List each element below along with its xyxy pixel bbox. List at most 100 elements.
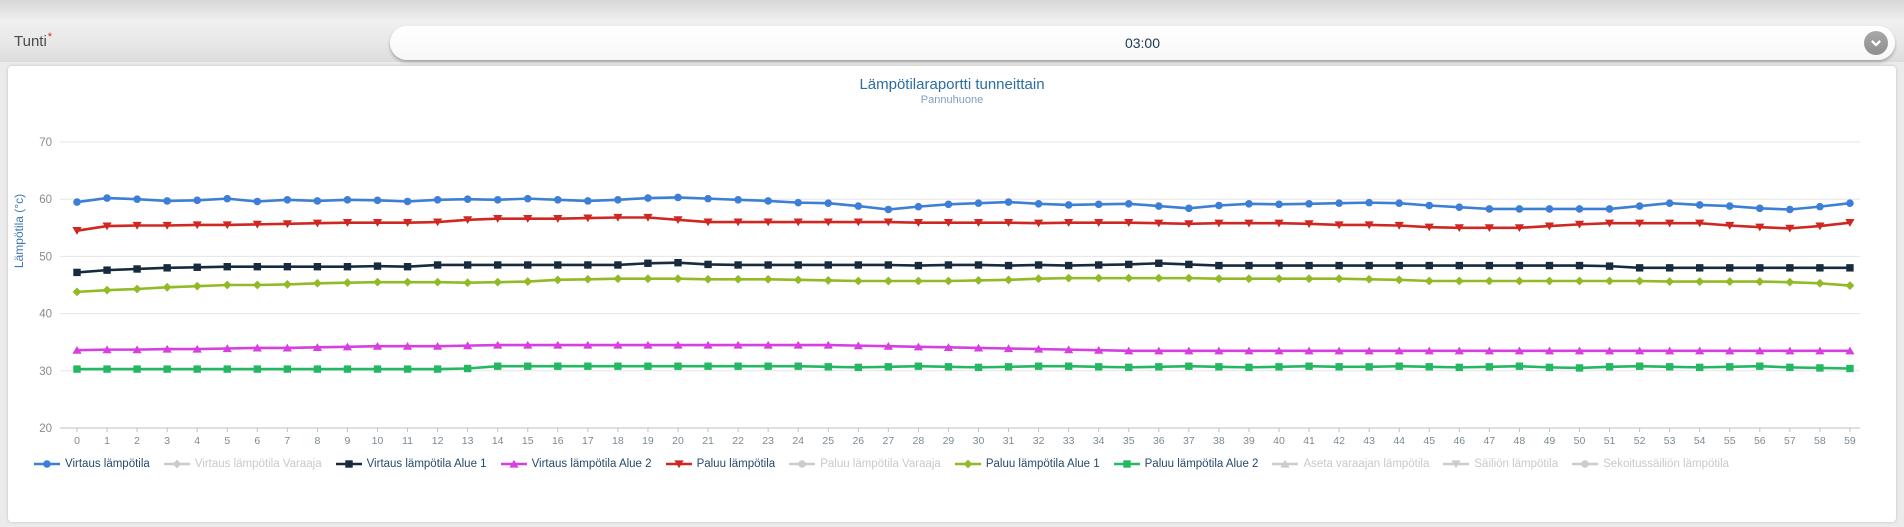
x-tick-label: 12 bbox=[432, 435, 444, 447]
x-tick-label: 20 bbox=[672, 435, 684, 447]
series-paluu-l-mp-tila bbox=[72, 213, 1855, 235]
x-tick-label: 18 bbox=[612, 435, 624, 447]
legend-item-virtaus-l-mp-tila-alue-2[interactable]: Virtaus lämpötila Alue 2 bbox=[500, 458, 652, 470]
square-marker-icon bbox=[1113, 460, 1140, 468]
x-tick-label: 42 bbox=[1333, 435, 1345, 447]
x-tick-label: 11 bbox=[402, 435, 413, 447]
hour-dropdown-value[interactable]: 03:00 bbox=[1124, 35, 1161, 51]
x-tick-label: 30 bbox=[973, 435, 985, 447]
x-tick-label: 55 bbox=[1724, 435, 1736, 447]
x-tick-label: 0 bbox=[74, 435, 80, 447]
chart-subtitle: Pannuhuone bbox=[920, 94, 984, 106]
x-tick-label: 34 bbox=[1093, 435, 1105, 447]
legend-item-virtaus-l-mp-tila-alue-1[interactable]: Virtaus lämpötila Alue 1 bbox=[335, 458, 487, 470]
x-tick-label: 9 bbox=[345, 435, 351, 447]
chart-panel: Lämpötilaraportti tunneittain Pannuhuone… bbox=[8, 66, 1896, 522]
circle-marker-icon bbox=[789, 460, 816, 468]
x-tick-label: 15 bbox=[522, 435, 534, 447]
x-tick-label: 29 bbox=[943, 435, 955, 447]
x-tick-label: 13 bbox=[462, 435, 474, 447]
y-tick-label: 60 bbox=[39, 194, 52, 206]
x-tick-label: 36 bbox=[1153, 435, 1165, 447]
legend-label: Paluu lämpötila Alue 1 bbox=[985, 458, 1100, 470]
x-tick-label: 19 bbox=[642, 435, 654, 447]
x-tick-label: 32 bbox=[1033, 435, 1045, 447]
series-paluu-l-mp-tila-alue-1 bbox=[72, 273, 1855, 297]
legend-label: Paluu lämpötila Alue 2 bbox=[1144, 458, 1259, 470]
legend-item-virtaus-l-mp-tila-varaaja[interactable]: Virtaus lämpötila Varaaja bbox=[163, 458, 322, 470]
x-tick-label: 50 bbox=[1574, 435, 1586, 447]
x-tick-label: 24 bbox=[792, 435, 804, 447]
x-tick-label: 7 bbox=[284, 435, 290, 447]
x-tick-label: 14 bbox=[492, 435, 504, 447]
legend-item-paluu-l-mp-tila-alue-1[interactable]: Paluu lämpötila Alue 1 bbox=[954, 458, 1100, 470]
chart-legend: Virtaus lämpötila Virtaus lämpötila Varaa… bbox=[34, 458, 1886, 470]
x-tick-label: 54 bbox=[1694, 435, 1706, 447]
x-tick-label: 56 bbox=[1754, 435, 1766, 447]
y-tick-label: 70 bbox=[39, 137, 52, 149]
x-tick-label: 53 bbox=[1664, 435, 1676, 447]
hour-field-label-text: Tunti bbox=[14, 33, 47, 50]
x-tick-label: 51 bbox=[1604, 435, 1616, 447]
x-tick-label: 45 bbox=[1423, 435, 1435, 447]
x-tick-label: 5 bbox=[224, 435, 230, 447]
legend-label: Virtaus lämpötila Varaaja bbox=[194, 458, 322, 470]
circle-marker-icon bbox=[1572, 460, 1599, 468]
series-virtaus-l-mp-tila bbox=[73, 193, 1854, 214]
chevron-down-icon[interactable] bbox=[1864, 31, 1888, 55]
x-tick-label: 25 bbox=[822, 435, 834, 447]
legend-label: Virtaus lämpötila bbox=[65, 458, 150, 470]
required-asterisk: * bbox=[47, 31, 53, 43]
legend-item-virtaus-l-mp-tila[interactable]: Virtaus lämpötila bbox=[34, 458, 150, 470]
y-tick-label: 20 bbox=[39, 423, 52, 435]
x-axis: 0 1 2 3 4 5 6 7 8 9 10 11 12 13 14 15 16 17 18 19 20 21 22 23 24… bbox=[74, 428, 1856, 447]
x-tick-label: 31 bbox=[1003, 435, 1015, 447]
legend-item-s-ili-n-l-mp-tila[interactable]: Säiliön lämpötila bbox=[1443, 458, 1558, 470]
legend-label: Säiliön lämpötila bbox=[1474, 458, 1559, 470]
series-virtaus-l-mp-tila-alue-1 bbox=[73, 258, 1854, 277]
x-tick-label: 26 bbox=[852, 435, 864, 447]
y-tick-label: 30 bbox=[39, 366, 52, 378]
form-bar: Tunti* 03:00 bbox=[0, 0, 1904, 62]
chart-title: Lämpötilaraportti tunneittain bbox=[859, 76, 1045, 93]
legend-item-aseta-varaajan-l-mp-tila[interactable]: Aseta varaajan lämpötila bbox=[1272, 458, 1429, 470]
x-tick-label: 46 bbox=[1453, 435, 1465, 447]
triangle-down-marker-icon bbox=[665, 460, 692, 469]
x-tick-label: 16 bbox=[552, 435, 564, 447]
x-tick-label: 2 bbox=[134, 435, 140, 447]
legend-label: Aseta varaajan lämpötila bbox=[1303, 458, 1430, 470]
x-tick-label: 1 bbox=[104, 435, 110, 447]
series-virtaus-l-mp-tila-alue-2 bbox=[72, 340, 1855, 355]
triangle-up-marker-icon bbox=[500, 459, 527, 468]
hour-field-label: Tunti* bbox=[14, 31, 52, 50]
x-tick-label: 48 bbox=[1514, 435, 1526, 447]
y-tick-label: 50 bbox=[39, 251, 52, 263]
x-tick-label: 21 bbox=[702, 435, 714, 447]
y-tick-label: 40 bbox=[39, 309, 52, 321]
x-tick-label: 52 bbox=[1634, 435, 1646, 447]
x-tick-label: 41 bbox=[1303, 435, 1315, 447]
legend-item-sekoituss-ili-n-l-mp-tila[interactable]: Sekoitussäiliön lämpötila bbox=[1572, 458, 1729, 470]
x-tick-label: 59 bbox=[1844, 435, 1856, 447]
hour-dropdown[interactable]: 03:00 bbox=[390, 26, 1895, 60]
x-tick-label: 43 bbox=[1363, 435, 1375, 447]
x-tick-label: 49 bbox=[1544, 435, 1556, 447]
diamond-marker-icon bbox=[163, 459, 190, 469]
x-tick-label: 17 bbox=[582, 435, 594, 447]
legend-label: Paluu lämpötila bbox=[696, 458, 776, 470]
x-tick-label: 6 bbox=[254, 435, 260, 447]
x-tick-label: 44 bbox=[1393, 435, 1405, 447]
x-tick-label: 27 bbox=[883, 435, 895, 447]
legend-label: Virtaus lämpötila Alue 1 bbox=[366, 458, 487, 470]
x-tick-label: 3 bbox=[164, 435, 170, 447]
legend-item-paluu-l-mp-tila[interactable]: Paluu lämpötila bbox=[665, 458, 776, 470]
legend-item-paluu-l-mp-tila-varaaja[interactable]: Paluu lämpötila Varaaja bbox=[789, 458, 941, 470]
legend-item-paluu-l-mp-tila-alue-2[interactable]: Paluu lämpötila Alue 2 bbox=[1113, 458, 1259, 470]
diamond-marker-icon bbox=[954, 459, 981, 469]
x-tick-label: 37 bbox=[1183, 435, 1195, 447]
legend-label: Sekoitussäiliön lämpötila bbox=[1603, 458, 1730, 470]
legend-label: Virtaus lämpötila Alue 2 bbox=[531, 458, 652, 470]
x-tick-label: 8 bbox=[314, 435, 320, 447]
series-paluu-l-mp-tila-alue-2 bbox=[73, 362, 1854, 373]
